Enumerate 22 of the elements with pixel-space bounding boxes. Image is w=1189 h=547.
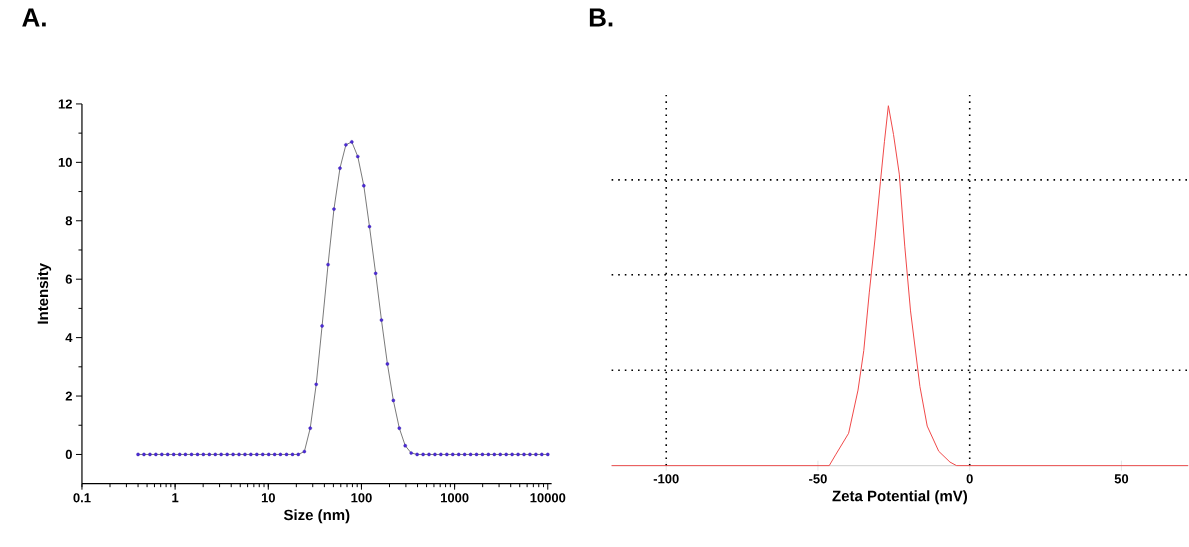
chart-title: A. xyxy=(22,8,46,27)
y-axis-title: Intensity xyxy=(37,263,52,324)
y-tick-label: 0 xyxy=(65,450,72,460)
y-tick-label: 10 xyxy=(58,157,72,168)
x-tick-label: 1 xyxy=(172,493,179,503)
y-tick-label: 12 xyxy=(58,99,72,109)
x-tick-label: 10 xyxy=(261,493,275,503)
x-tick-label: -50 xyxy=(809,474,827,484)
y-tick-label: 8 xyxy=(65,216,73,226)
x-tick-label: 0.1 xyxy=(73,493,91,503)
y-tick-label: 2 xyxy=(65,391,72,401)
x-tick-label: 1000 xyxy=(440,493,469,503)
x-tick-label: -100 xyxy=(653,474,679,484)
x-tick-label: 100 xyxy=(351,493,372,503)
y-tick-label: 6 xyxy=(65,274,72,284)
x-tick-label: 0 xyxy=(966,474,973,484)
x-tick-label: 10000 xyxy=(530,493,566,503)
chart-title: B. xyxy=(589,8,613,27)
x-tick-label: 50 xyxy=(1114,474,1129,484)
x-axis-title: Size (nm) xyxy=(283,509,350,524)
x-axis-title: Zeta Potential (mV) xyxy=(832,490,968,505)
y-tick-label: 4 xyxy=(65,333,73,343)
